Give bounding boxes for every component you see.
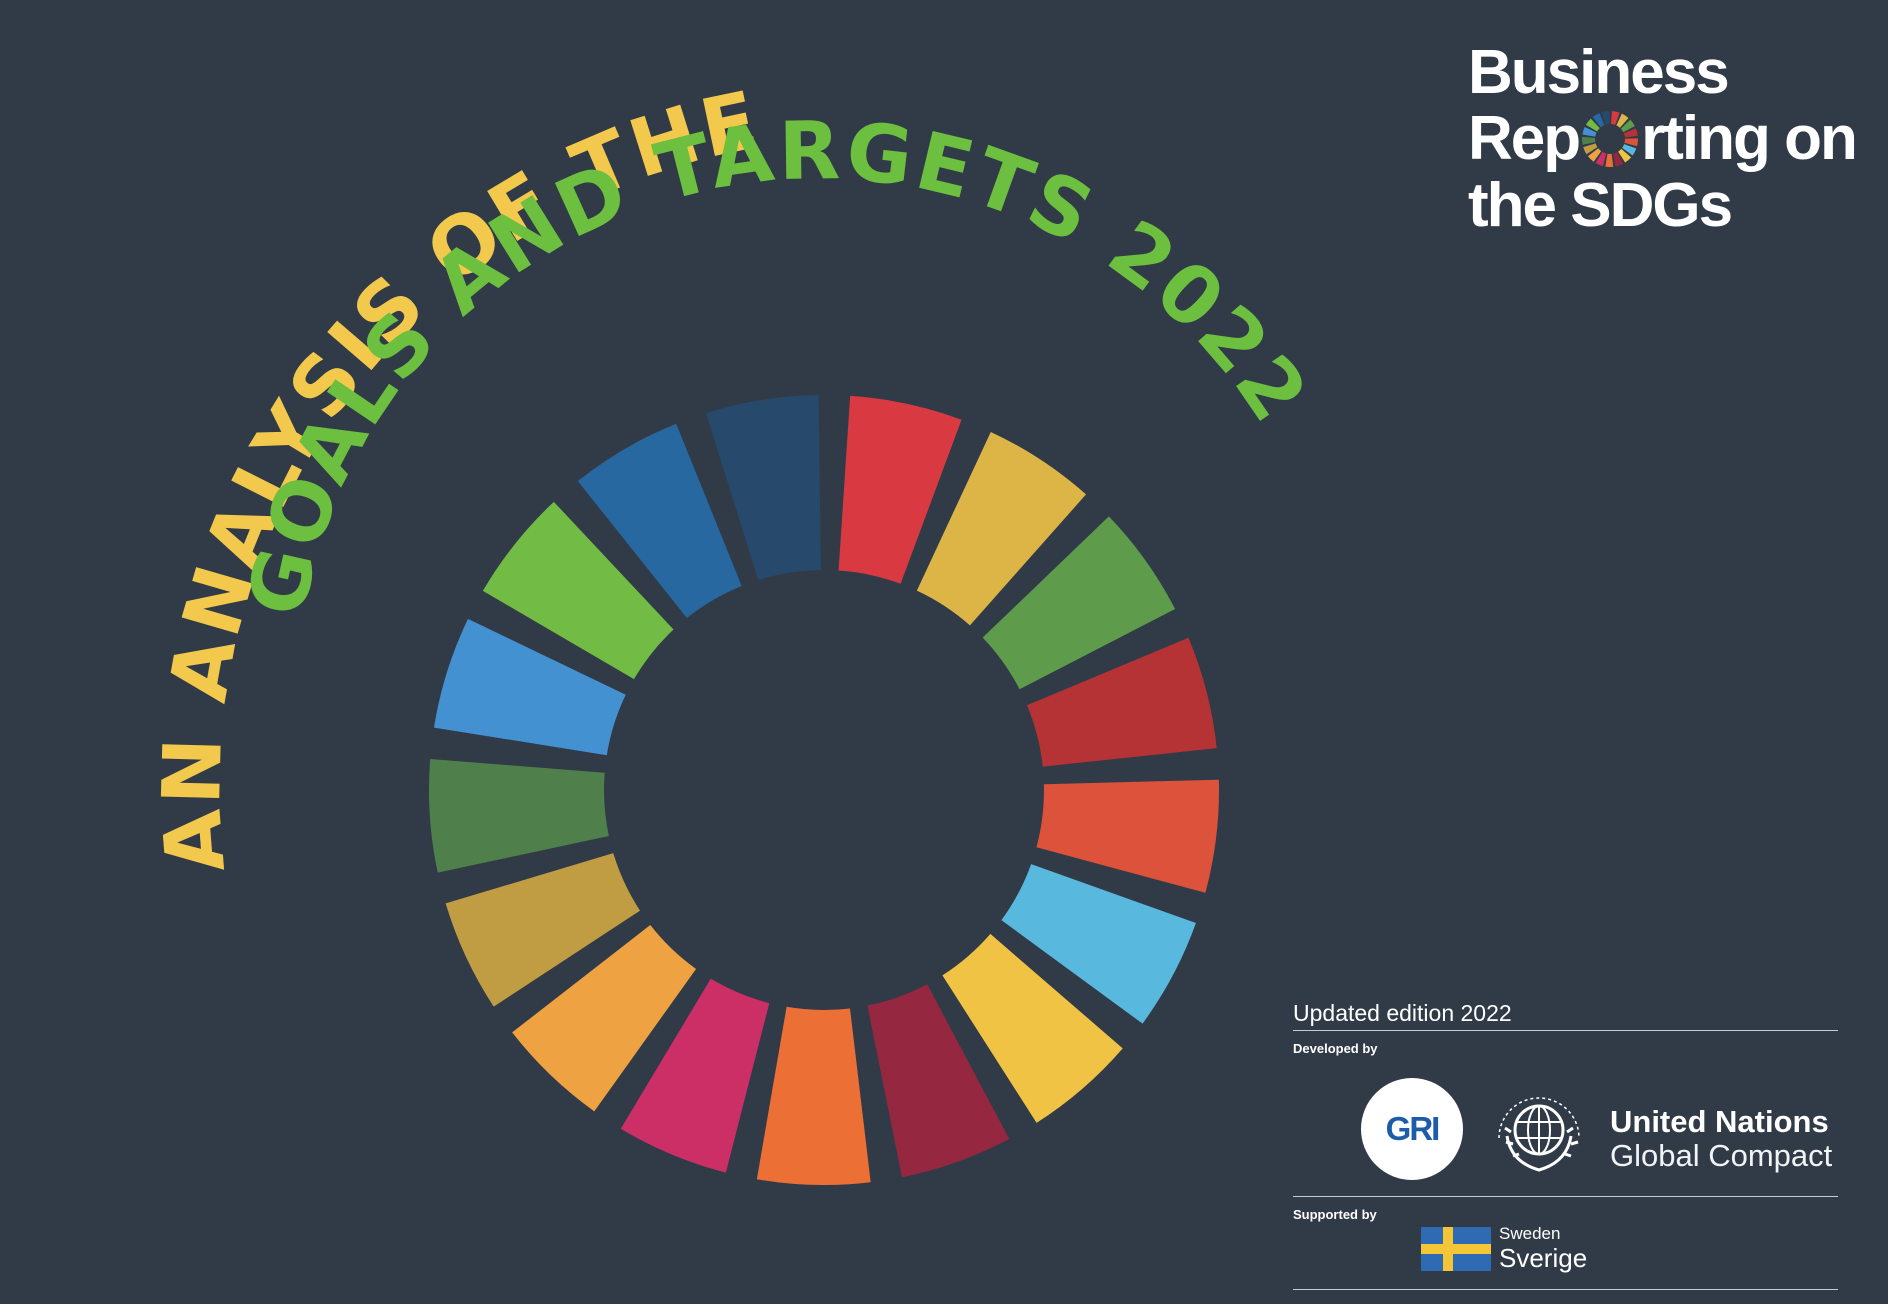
sdg-wheel-segment-14 xyxy=(433,618,626,756)
edition-label: Updated edition 2022 xyxy=(1293,1000,1512,1026)
sdg-wheel xyxy=(429,395,1219,1185)
mini-wheel-segment-10 xyxy=(1595,151,1607,166)
sverige-label: Sverige xyxy=(1499,1243,1588,1273)
mini-wheel-segment-17 xyxy=(1601,110,1610,125)
mini-wheel-segment-3 xyxy=(1620,119,1635,132)
brand-line-2: Rep rting on xyxy=(1468,104,1858,173)
gri-logo: GRI xyxy=(1361,1078,1463,1180)
un-global-compact-emblem-icon xyxy=(1498,1097,1580,1172)
mini-wheel-segment-9 xyxy=(1605,153,1614,167)
mini-wheel-segment-8 xyxy=(1613,151,1624,167)
swedish-flag-icon xyxy=(1421,1227,1491,1271)
footer-credits: Updated edition 2022 Developed by GRI Un… xyxy=(1293,996,1838,1290)
un-name: United Nations xyxy=(1610,1104,1829,1139)
mini-wheel-segment-4 xyxy=(1624,127,1638,137)
mini-wheel-segment-5 xyxy=(1624,137,1639,146)
sdg-wheel-segment-13 xyxy=(429,759,609,873)
sdg-wheel-segment-5 xyxy=(1036,779,1219,893)
mini-wheel-segment-13 xyxy=(1582,136,1596,145)
divider xyxy=(1293,1030,1838,1031)
report-series-logo: Business Rep rting on the SDGs xyxy=(1468,38,1858,240)
mini-wheel-segment-16 xyxy=(1592,112,1605,127)
sdg-wheel-segment-3 xyxy=(982,516,1176,690)
sdg-wheel-segment-16 xyxy=(577,423,742,618)
gri-logo-text: GRI xyxy=(1385,1110,1441,1147)
sdg-wheel-segment-1 xyxy=(838,395,962,584)
brand-line-1: Business xyxy=(1468,38,1730,107)
sdg-wheel-icon xyxy=(1582,110,1639,167)
developer-logos: GRI United Nations Global Compact xyxy=(1293,1056,1838,1196)
sdg-wheel-segment-15 xyxy=(482,501,674,680)
sweden-label: Sweden xyxy=(1499,1224,1561,1243)
sdg-wheel-segment-2 xyxy=(916,431,1087,626)
mini-wheel-segment-14 xyxy=(1582,126,1597,137)
sdg-wheel-segment-10 xyxy=(620,978,770,1173)
brand-line-2-start: Rep xyxy=(1468,104,1581,173)
supported-by-label: Supported by xyxy=(1293,1207,1377,1222)
sdg-wheel-segment-7 xyxy=(942,933,1123,1123)
sdg-wheel-segment-4 xyxy=(1027,637,1217,767)
divider xyxy=(1293,1196,1838,1197)
sdg-wheel-segment-6 xyxy=(1001,864,1196,1024)
divider xyxy=(1293,1289,1838,1290)
sdg-wheel-segment-8 xyxy=(867,984,1010,1178)
mini-wheel-segment-1 xyxy=(1611,110,1620,125)
mini-wheel-segment-6 xyxy=(1622,143,1637,156)
developed-by-label: Developed by xyxy=(1293,1041,1378,1056)
sdg-wheel-segment-9 xyxy=(756,1006,871,1185)
mini-wheel-segment-2 xyxy=(1616,113,1629,128)
mini-wheel-segment-7 xyxy=(1618,148,1632,163)
mini-wheel-segment-11 xyxy=(1588,147,1602,162)
supporter-logo: Supported by Sweden Sverige xyxy=(1293,1207,1838,1289)
mini-wheel-segment-15 xyxy=(1586,118,1600,132)
brand-line-3: the SDGs xyxy=(1468,170,1733,240)
sdg-wheel-segment-17 xyxy=(706,395,821,581)
sdg-wheel-segment-11 xyxy=(512,925,697,1112)
sdg-wheel-segment-12 xyxy=(445,853,641,1007)
brand-line-2-end: rting on xyxy=(1641,104,1858,173)
mini-wheel-segment-12 xyxy=(1583,142,1598,154)
global-compact-name: Global Compact xyxy=(1610,1138,1833,1173)
